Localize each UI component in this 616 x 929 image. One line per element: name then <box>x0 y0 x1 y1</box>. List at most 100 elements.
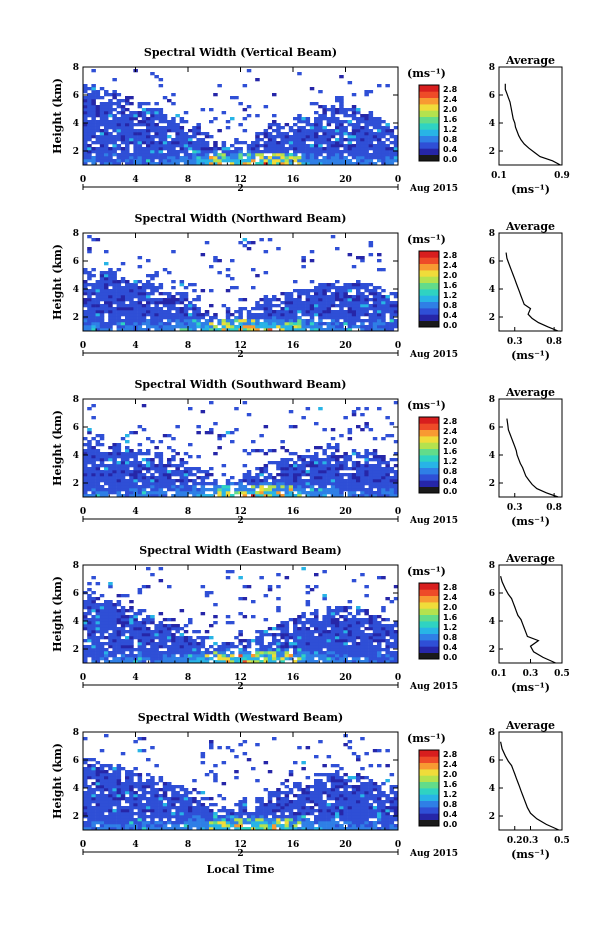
heatmap-cell <box>297 636 302 640</box>
heatmap-cell <box>326 325 332 329</box>
heatmap-cell <box>137 648 143 652</box>
heatmap-cell <box>209 401 214 405</box>
heatmap-cell <box>112 812 117 816</box>
heatmap-cell <box>360 298 365 302</box>
heatmap-cell <box>356 159 361 163</box>
heatmap-cell <box>255 449 260 453</box>
heatmap-cell <box>393 476 399 480</box>
heatmap-cell <box>385 657 390 661</box>
heatmap-cell <box>99 609 105 613</box>
avg-profile-line-1 <box>505 252 559 332</box>
heatmap-cell <box>162 310 168 314</box>
heatmap-cell <box>267 488 273 492</box>
heatmap-cell <box>377 310 382 314</box>
heatmap-cell <box>360 476 365 480</box>
heatmap-cell <box>120 482 126 486</box>
heatmap-cell <box>343 292 348 296</box>
heatmap-cell <box>368 473 374 477</box>
heatmap-cell <box>267 162 273 166</box>
heatmap-cell <box>326 117 332 121</box>
heatmap-cell <box>318 90 323 94</box>
heatmap-cell <box>154 782 159 786</box>
heatmap-cell <box>120 129 126 133</box>
heatmap-cell <box>351 467 357 471</box>
heatmap-cell <box>276 298 281 302</box>
heatmap-cell <box>129 461 134 465</box>
heatmap-cell <box>112 138 117 142</box>
heatmap-cell <box>154 316 159 320</box>
heatmap-cell <box>129 301 134 305</box>
heatmap-cell <box>179 461 185 465</box>
heatmap-cell <box>175 138 180 142</box>
heatmap-cell <box>133 144 138 148</box>
heatmap-cell <box>87 449 92 453</box>
heatmap-cell <box>221 156 227 160</box>
heatmap-cell <box>259 132 264 136</box>
heatmap-cell <box>192 141 197 145</box>
heatmap-cell <box>91 286 96 290</box>
heatmap-cell <box>95 313 101 317</box>
heatmap-cell <box>335 141 340 145</box>
heatmap-cell <box>120 132 126 136</box>
heatmap-cell <box>360 138 365 142</box>
heatmap-cell <box>183 138 189 142</box>
heatmap-cell <box>364 618 369 622</box>
heatmap-cell <box>297 485 302 489</box>
heatmap-cell <box>179 470 185 474</box>
heatmap-cell <box>108 779 113 783</box>
heatmap-cell <box>326 153 332 157</box>
heatmap-cell <box>372 491 378 495</box>
heatmap-cell <box>99 295 105 299</box>
heatmap-cell <box>192 809 197 813</box>
heatmap-cell <box>393 657 399 661</box>
heatmap-cell <box>146 452 151 456</box>
heatmap-cell <box>99 473 105 477</box>
heatmap-cell <box>167 319 172 323</box>
heatmap-cell <box>360 573 365 577</box>
heatmap-cell <box>301 479 306 483</box>
heatmap-cell <box>318 141 323 145</box>
heatmap-cell <box>309 301 315 305</box>
heatmap-cell <box>280 292 285 296</box>
heatmap-cell <box>347 289 353 293</box>
heatmap-cell <box>385 485 390 489</box>
heatmap-cell <box>192 815 197 819</box>
heatmap-cell <box>322 615 327 619</box>
heatmap-cell <box>133 773 138 777</box>
heatmap-cell <box>272 298 277 302</box>
heatmap-cell <box>364 304 369 308</box>
heatmap-cell <box>322 479 327 483</box>
heatmap-cell <box>372 618 378 622</box>
heatmap-cell <box>339 156 344 160</box>
heatmap-cell <box>209 120 214 124</box>
heatmap-cell <box>356 425 361 429</box>
heatmap-cell <box>125 482 130 486</box>
heatmap-cell <box>377 84 382 88</box>
heatmap-cell <box>225 482 231 486</box>
heatmap-cell <box>133 111 138 115</box>
heatmap-cell <box>339 138 344 142</box>
heatmap-cell <box>351 105 357 109</box>
heatmap-cell <box>162 126 168 130</box>
heatmap-cell <box>158 636 164 640</box>
heatmap-cell <box>87 108 92 112</box>
heatmap-cell <box>364 301 369 305</box>
heatmap-cell <box>137 800 143 804</box>
heatmap-cell <box>330 105 336 109</box>
heatmap-cell <box>284 322 290 326</box>
heatmap-cell <box>230 660 235 664</box>
heatmap-cell <box>162 153 168 157</box>
heatmap-cell <box>221 660 227 664</box>
heatmap-cell <box>141 135 147 139</box>
heatmap-cell <box>83 138 88 142</box>
heatmap-cell <box>146 657 151 661</box>
heatmap-cell <box>377 304 382 308</box>
heatmap-cell <box>360 491 365 495</box>
heatmap-cell <box>339 479 344 483</box>
heatmap-cell <box>200 325 206 329</box>
heatmap-cell <box>150 135 155 139</box>
heatmap-cell <box>322 322 327 326</box>
heatmap-cell <box>99 458 105 462</box>
avg-ytick-label: 2 <box>489 479 495 489</box>
heatmap-cell <box>83 627 88 631</box>
